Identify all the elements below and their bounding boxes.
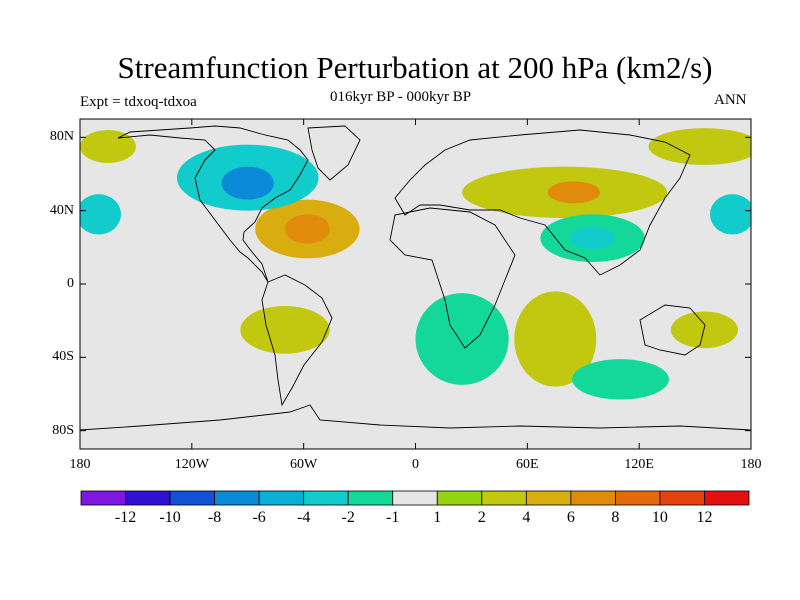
colorbar-label: 10 (651, 509, 668, 526)
colorbar-label: -1 (386, 509, 400, 526)
colorbar-swatch (659, 490, 705, 506)
lon-tick-label: 180 (740, 457, 762, 472)
lon-tick-label: 60W (290, 457, 318, 472)
field-anticyclone-south-america (240, 306, 330, 354)
field-anticyclone-arctic-west (80, 130, 136, 163)
field-anticyclone-australia-east (670, 311, 738, 349)
lon-tick-label: 180 (69, 457, 91, 472)
colorbar-swatch (525, 490, 572, 506)
colorbar-label: 6 (566, 509, 575, 526)
colorbar-swatch (125, 490, 171, 506)
colorbar-swatch (704, 490, 750, 506)
colorbar-swatch (80, 490, 126, 506)
lat-tick-label: 40N (49, 202, 74, 218)
lon-tick-label: 120E (624, 457, 654, 472)
field-anticyclone-arctic-east (648, 128, 751, 165)
field-anticyclone-asia-core (547, 181, 601, 204)
colorbar-label: -10 (159, 509, 181, 526)
coastline-australia (639, 304, 706, 356)
figure-title: Streamfunction Perturbation at 200 hPa (… (117, 50, 713, 85)
colorbar-label: 4 (522, 509, 531, 526)
lat-tick-label: 80S (52, 422, 74, 438)
colorbar-swatch (570, 490, 616, 506)
colorbar-swatch (169, 490, 215, 506)
colorbar-swatch (303, 490, 349, 506)
field-anticyclone-indian-ocean (514, 291, 597, 387)
streamfunction-field (80, 128, 751, 400)
field-cyclone-southern-indian (572, 359, 669, 400)
coastline-eurasia (394, 129, 691, 276)
field-cyclone-asia-core (570, 227, 615, 250)
colorbar-label: -12 (114, 509, 137, 526)
lat-tick-label: 40S (52, 349, 74, 365)
field-cyclone-north-america-core (221, 166, 274, 200)
field-anticyclone-atlantic-core (285, 214, 330, 244)
colorbar-label: -8 (207, 509, 222, 526)
lat-tick-label: 80N (49, 129, 74, 145)
colorbar-swatch (615, 490, 661, 506)
colorbar (80, 490, 750, 506)
colorbar-label: -6 (252, 509, 266, 526)
colorbar-swatch (436, 490, 483, 506)
colorbar-label: -2 (341, 509, 355, 526)
lat-tick-label: 0 (67, 276, 74, 291)
colorbar-swatch (481, 490, 527, 506)
lon-tick-label: 0 (412, 457, 419, 472)
colorbar-swatch (347, 490, 394, 506)
coastline-antarctica (80, 404, 751, 431)
field-cyclone-pacific-east (710, 194, 751, 235)
colorbar-label: 1 (433, 509, 442, 526)
coastline-africa (389, 207, 516, 349)
colorbar-label: 8 (611, 509, 620, 526)
colorbar-swatch (214, 490, 260, 506)
lon-tick-label: 120W (174, 457, 209, 472)
coastlines (80, 125, 751, 431)
season-label: ANN (714, 92, 747, 108)
axis-ticks (79, 119, 752, 449)
colorbar-label: 2 (477, 509, 486, 526)
colorbar-label: 12 (696, 509, 713, 526)
experiment-label: Expt = tdxoq-tdxoa (80, 94, 197, 110)
colorbar-swatch (392, 490, 438, 506)
colorbar-label: -4 (296, 509, 311, 526)
coastline-north-america (117, 125, 309, 283)
field-cyclone-south-atlantic (415, 293, 509, 385)
coastline-greenland (307, 125, 361, 181)
lon-tick-label: 60E (516, 457, 539, 472)
field-cyclone-pacific-west (80, 194, 121, 235)
coastline-south-america (261, 274, 333, 407)
figure-subtitle: 016kyr BP - 000kyr BP (330, 89, 472, 105)
colorbar-swatch (258, 490, 305, 506)
